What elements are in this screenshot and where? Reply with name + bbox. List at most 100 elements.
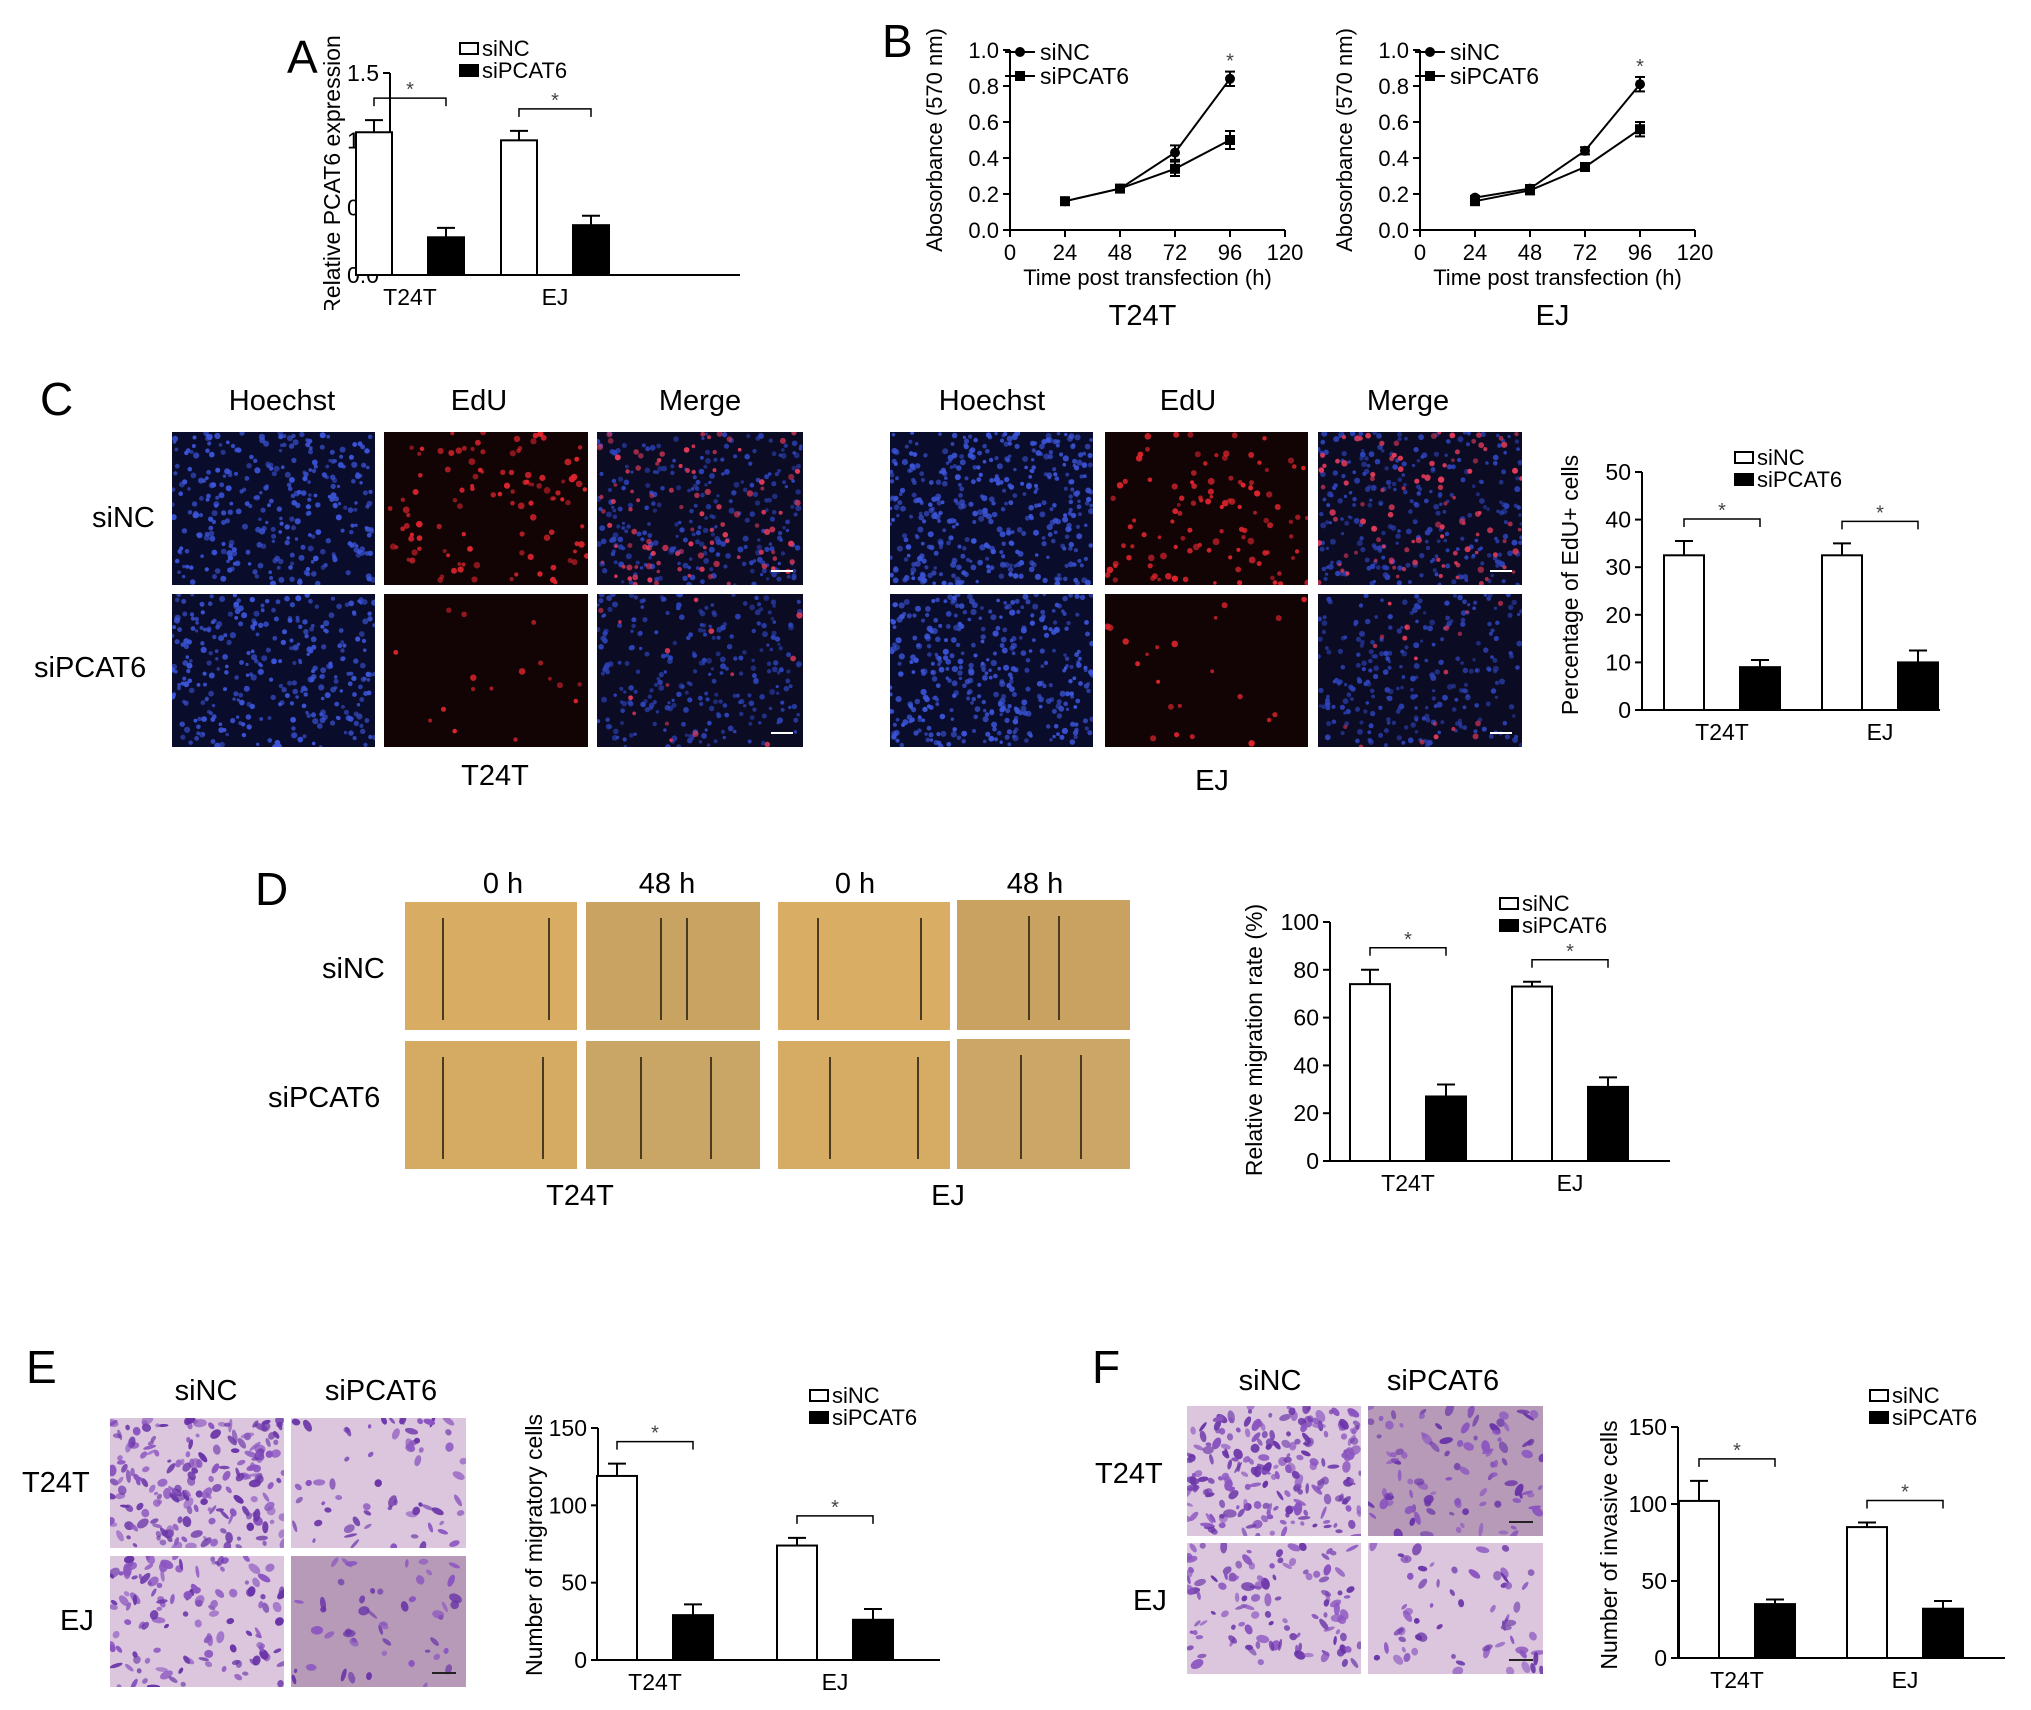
row-label-t24t-e: T24T <box>22 1467 90 1499</box>
point-b1-siPCAT6-72 <box>1170 163 1180 174</box>
legend-swatch-f-siPCAT6 <box>1869 1411 1889 1424</box>
group-label-ej-c: EJ <box>1195 765 1229 797</box>
significance-bracket-c <box>1841 520 1919 530</box>
chart-c: 0 10 20 30 40 50 Percentage of EdU+ cells * T24T… <box>1557 445 1940 745</box>
legend-label-b1-siNC: siNC <box>1040 39 1090 65</box>
y-tick-label-a: 1.5 <box>347 60 379 86</box>
significance-star-a: * <box>551 90 559 112</box>
bar-e-T24T-siPCAT6 <box>672 1614 714 1661</box>
legend-label-d-siPCAT6: siPCAT6 <box>1522 913 1607 938</box>
y-tick-label-d: 20 <box>1293 1100 1319 1126</box>
y-tick-label-c: 30 <box>1605 554 1631 580</box>
merge-image-ej-sipcat6 <box>1318 594 1522 747</box>
bar-e-EJ-siPCAT6 <box>852 1618 894 1661</box>
y-axis-label-c: Percentage of EdU+ cells <box>1557 455 1583 715</box>
legend-marker-b2-siPCAT6 <box>1425 71 1435 81</box>
invasion-image-t24t-sinc <box>1187 1406 1361 1536</box>
legend-label-c-siPCAT6: siPCAT6 <box>1757 467 1842 492</box>
x-tick-label-e: EJ <box>822 1669 849 1695</box>
bar-c-T24T-siNC <box>1663 554 1705 711</box>
significance-bracket-f <box>1698 1458 1776 1467</box>
significance-star-c: * <box>1718 500 1726 522</box>
y-tick-label-b2: 1.0 <box>1378 38 1409 63</box>
y-tick-label-e: 100 <box>549 1492 587 1518</box>
wound-image-t24t-sinc-0h <box>405 902 577 1030</box>
significance-bracket-e <box>616 1440 694 1450</box>
y-tick-label-c: 10 <box>1605 649 1631 675</box>
invasion-image-ej-sinc <box>1187 1543 1361 1674</box>
significance-star-e: * <box>831 1497 839 1519</box>
series-line-b2-siNC <box>1474 83 1641 199</box>
row-label-t24t-f: T24T <box>1095 1458 1163 1490</box>
significance-star-b1: * <box>1226 51 1234 73</box>
y-tick-label-f: 50 <box>1641 1568 1667 1594</box>
y-axis-label-e: Number of migratory cells <box>521 1414 547 1676</box>
point-b1-siPCAT6-96 <box>1225 135 1235 145</box>
y-tick-label-b2: 0.0 <box>1378 218 1409 243</box>
row-label-ej-e: EJ <box>60 1605 94 1637</box>
group-label-t24t-c: T24T <box>461 760 529 792</box>
col-header-hoechst-t24t: Hoechst <box>228 385 336 417</box>
bar-e-T24T-siNC <box>596 1474 638 1661</box>
bar-c-EJ-siPCAT6 <box>1897 661 1939 711</box>
legend-swatch-e-siPCAT6 <box>809 1411 829 1424</box>
bar-a-T24T-siPCAT6 <box>427 236 465 276</box>
col-header-edu-ej: EdU <box>1159 385 1217 417</box>
y-tick-label-c: 40 <box>1605 507 1631 533</box>
x-tick-label-b1: 24 <box>1053 240 1077 265</box>
y-axis-label-f: Number of invasive cells <box>1596 1420 1622 1669</box>
legend-marker-b2-siNC <box>1425 47 1435 57</box>
edu-image-ej-sinc <box>1105 432 1308 585</box>
bar-d-EJ-siNC <box>1511 985 1553 1162</box>
x-tick-label-f: T24T <box>1710 1667 1764 1693</box>
y-tick-label-b1: 0.8 <box>968 74 999 99</box>
wound-image-t24t-sipcat6-48h <box>586 1041 760 1169</box>
y-tick-label-f: 150 <box>1629 1414 1667 1440</box>
legend-label-b2-siPCAT6: siPCAT6 <box>1450 63 1539 89</box>
y-tick-label-b2: 0.8 <box>1378 74 1409 99</box>
invasion-image-ej-sipcat6 <box>1368 1543 1543 1674</box>
y-tick-label-d: 40 <box>1293 1052 1319 1078</box>
row-label-sinc-d: siNC <box>322 953 385 985</box>
significance-star-f: * <box>1733 1440 1741 1462</box>
point-b1-siPCAT6-24 <box>1060 196 1070 207</box>
series-line-b1-siNC <box>1064 78 1231 203</box>
row-label-ej-f: EJ <box>1133 1585 1167 1617</box>
legend-label-f-siNC: siNC <box>1892 1385 1940 1408</box>
x-tick-label-b2: 120 <box>1677 240 1714 265</box>
significance-bracket-a <box>373 97 447 107</box>
significance-star-d: * <box>1404 929 1412 951</box>
row-label-sinc-c: siNC <box>92 502 155 534</box>
y-tick-label-b2: 0.2 <box>1378 182 1409 207</box>
x-tick-label-b1: 48 <box>1108 240 1132 265</box>
legend-swatch-c-siPCAT6 <box>1734 473 1754 486</box>
x-tick-label-b1: 96 <box>1218 240 1242 265</box>
bar-f-T24T-siNC <box>1678 1499 1720 1659</box>
wound-image-ej-sipcat6-0h <box>778 1041 950 1169</box>
legend-marker-b1-siNC <box>1015 47 1025 57</box>
bar-e-EJ-siNC <box>776 1544 818 1661</box>
wound-image-ej-sipcat6-48h <box>957 1039 1130 1169</box>
legend-swatch-a-siNC <box>459 42 479 55</box>
col-header-edu-t24t: EdU <box>450 385 508 417</box>
x-tick-label-c: EJ <box>1867 719 1894 745</box>
significance-star-e: * <box>651 1423 659 1445</box>
point-b2-siNC-96 <box>1635 79 1645 90</box>
merge-image-t24t-sipcat6 <box>597 594 803 747</box>
y-tick-label-b1: 0.4 <box>968 146 999 171</box>
y-tick-label-b2: 0.6 <box>1378 110 1409 135</box>
col-header-0h-ej: 0 h <box>834 868 876 900</box>
y-tick-label-e: 0 <box>574 1647 587 1673</box>
significance-star-d: * <box>1566 941 1574 963</box>
legend-label-a-siPCAT6: siPCAT6 <box>482 58 567 83</box>
bar-c-EJ-siNC <box>1821 554 1863 711</box>
col-header-sipcat6-e: siPCAT6 <box>324 1375 438 1407</box>
legend-swatch-d-siNC <box>1499 897 1519 910</box>
col-header-merge-t24t: Merge <box>658 385 742 417</box>
y-tick-label-b1: 0.0 <box>968 218 999 243</box>
point-b2-siPCAT6-48 <box>1525 185 1535 196</box>
y-tick-label-f: 0 <box>1654 1645 1667 1671</box>
y-tick-label-e: 150 <box>549 1415 587 1441</box>
x-tick-label-b1: 72 <box>1163 240 1187 265</box>
